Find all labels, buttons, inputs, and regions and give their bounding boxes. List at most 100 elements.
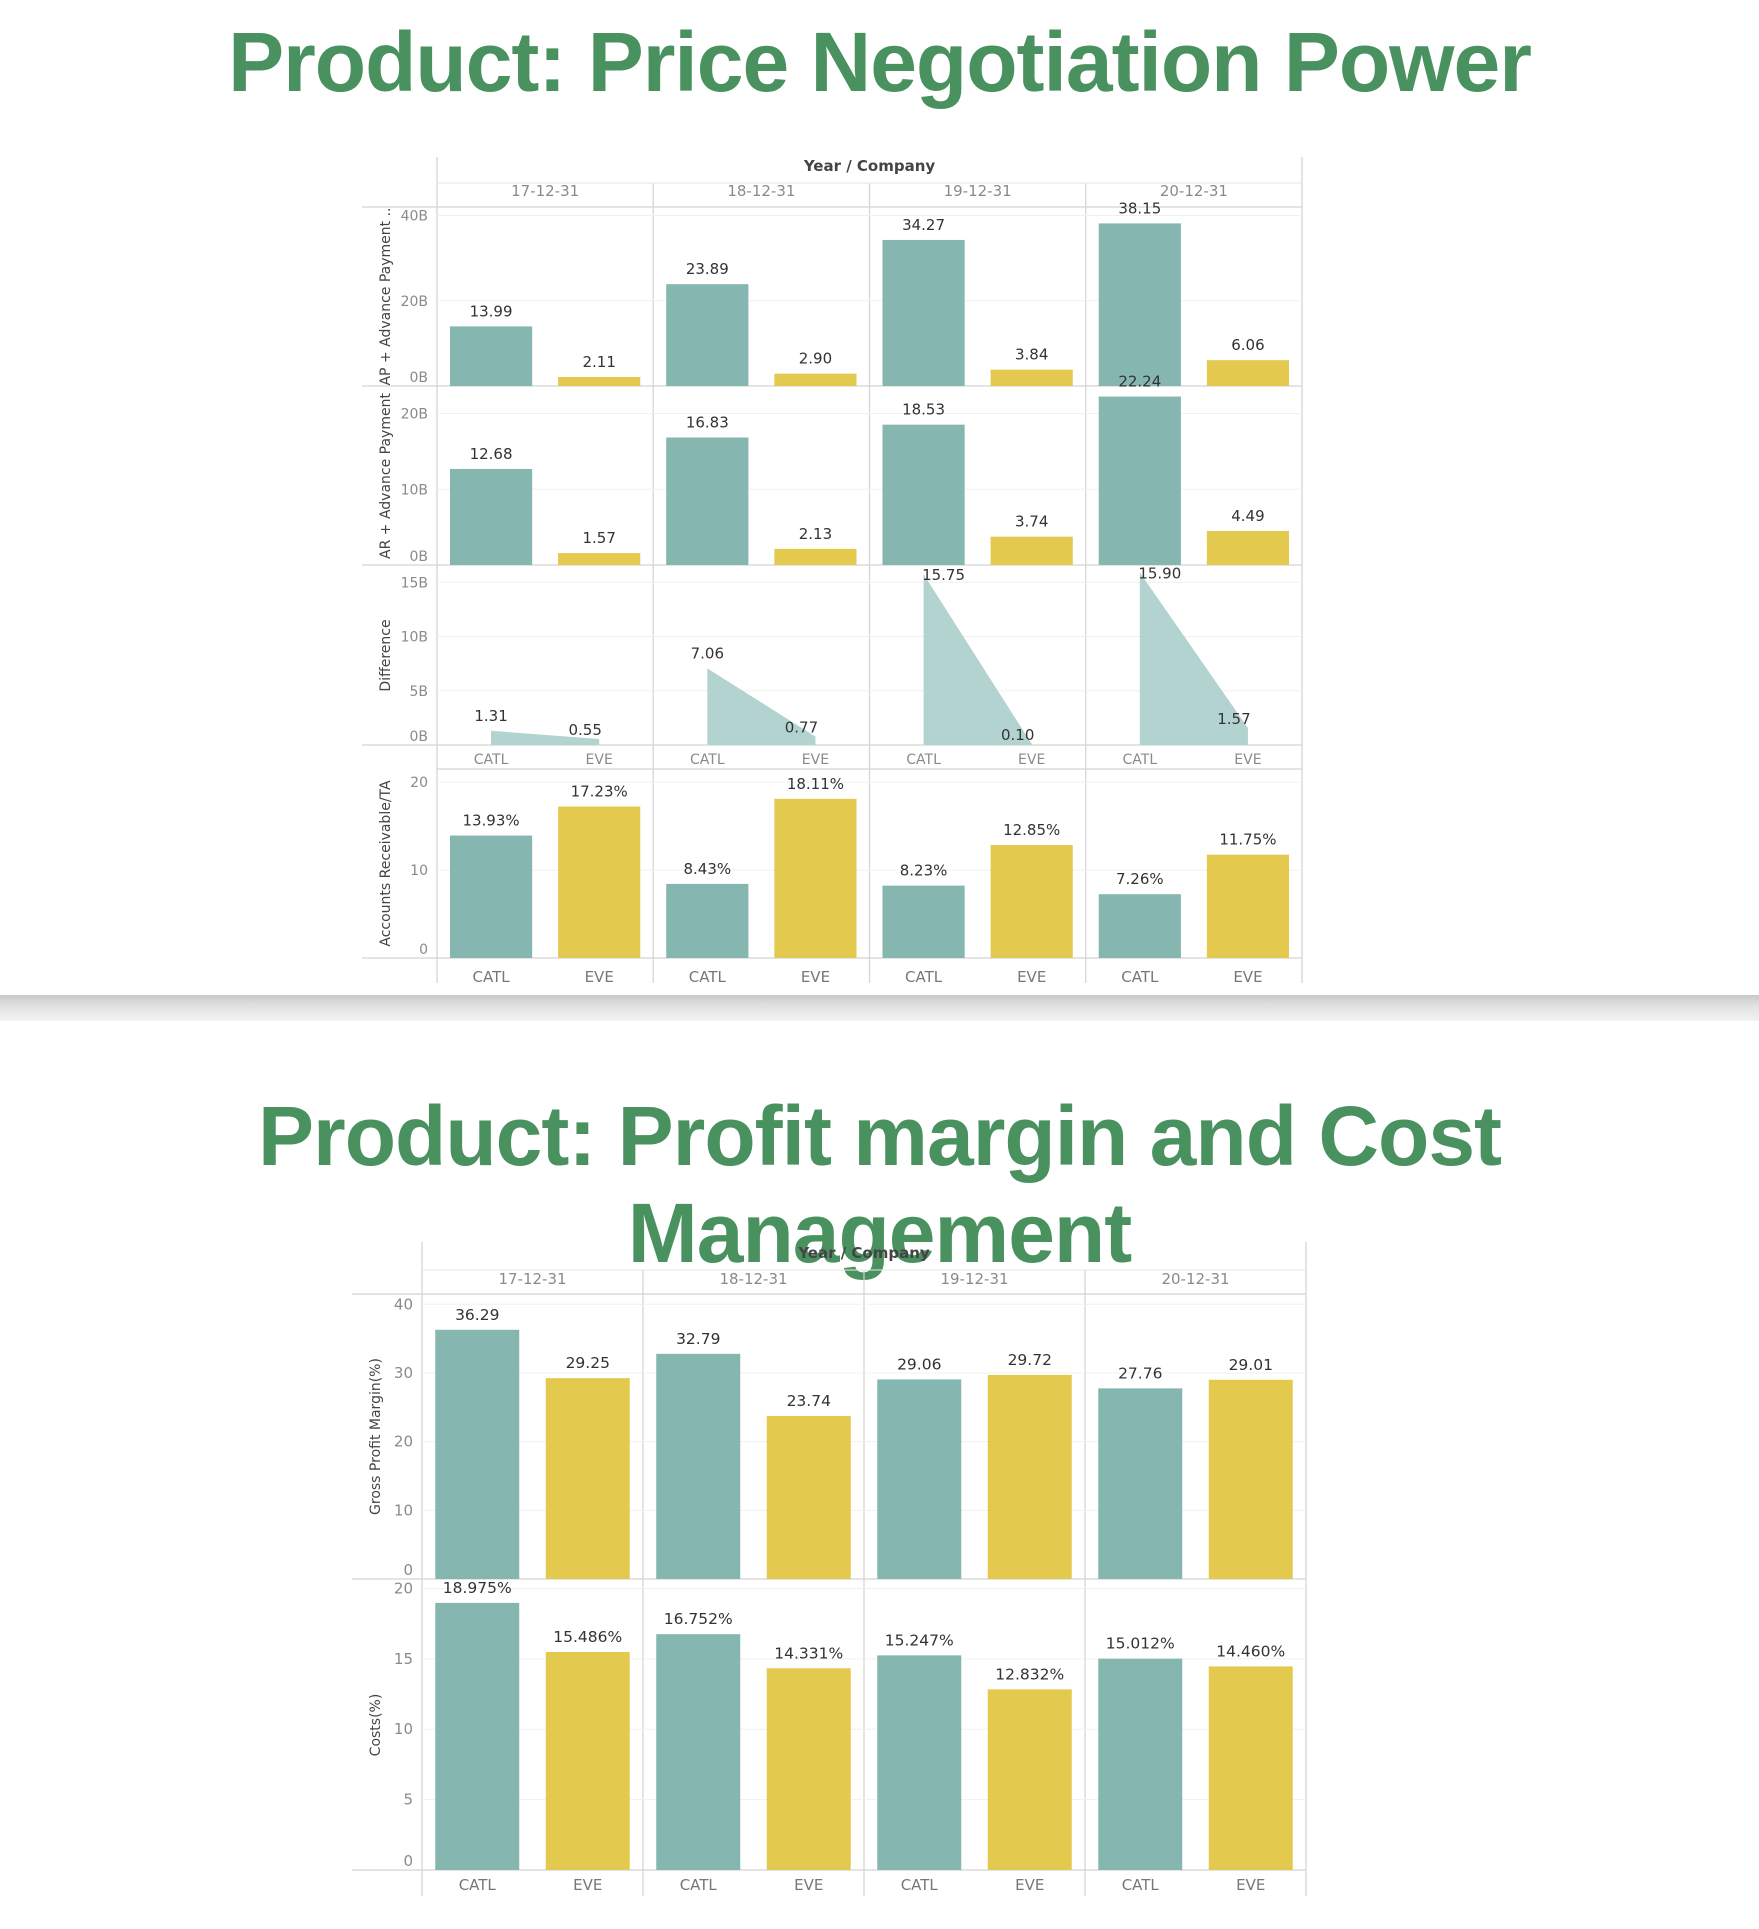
data-label: 38.15 [1118, 199, 1161, 217]
bar-catl [877, 1379, 962, 1579]
data-label: 14.331% [774, 1644, 843, 1662]
section-divider [0, 995, 1759, 1021]
y-tick-label: 0B [409, 729, 428, 745]
company-label: EVE [1236, 1876, 1265, 1894]
data-label: 15.247% [885, 1631, 954, 1649]
bar-catl [666, 437, 749, 565]
bar-catl [1098, 1658, 1183, 1870]
data-label: 22.24 [1118, 373, 1161, 391]
year-label: 19-12-31 [944, 182, 1012, 200]
company-label: EVE [1233, 968, 1262, 986]
data-label: 0.10 [1001, 726, 1034, 744]
bar-catl [449, 468, 533, 565]
data-label: 3.84 [1015, 346, 1048, 364]
bar-eve [558, 553, 641, 565]
bar-eve [990, 536, 1073, 565]
y-axis-label: AP + Advance Payment .. [378, 207, 394, 385]
year-label: 19-12-31 [940, 1270, 1008, 1288]
company-label: EVE [794, 1876, 823, 1894]
company-label: CATL [474, 752, 509, 768]
header-title: Year / Company [803, 157, 936, 175]
difference-area [1139, 572, 1248, 745]
data-label: 15.75 [922, 566, 965, 584]
data-label: 34.27 [902, 216, 945, 234]
page-title-profit-margin: Product: Profit margin and Cost Manageme… [257, 1089, 1502, 1280]
y-tick-label: 20B [401, 407, 428, 423]
data-label: 27.76 [1118, 1364, 1162, 1382]
data-label: 29.72 [1008, 1351, 1052, 1369]
bar-eve [1206, 854, 1290, 958]
y-tick-label: 40 [394, 1295, 413, 1313]
data-label: 11.75% [1219, 831, 1276, 849]
company-label: CATL [901, 1876, 939, 1894]
data-label: 7.06 [691, 644, 724, 662]
company-label: EVE [585, 968, 614, 986]
y-tick-label: 20 [410, 775, 428, 791]
bar-eve [766, 1415, 851, 1579]
bar-catl [666, 284, 749, 386]
bar-eve [990, 369, 1073, 386]
data-label: 4.49 [1231, 507, 1264, 525]
bar-eve [987, 1689, 1072, 1870]
bar-catl [435, 1602, 520, 1870]
data-label: 15.486% [553, 1628, 622, 1646]
y-tick-label: 10B [401, 482, 428, 498]
data-label: 18.53 [902, 401, 945, 419]
y-tick-label: 0 [403, 1852, 413, 1870]
data-label: 1.57 [582, 529, 615, 547]
company-label: EVE [586, 752, 613, 768]
year-label: 20-12-31 [1160, 182, 1228, 200]
bar-catl [1098, 396, 1181, 565]
company-label: CATL [473, 968, 511, 986]
bar-catl [882, 885, 965, 958]
y-tick-label: 0B [409, 549, 428, 565]
data-label: 0.55 [568, 721, 601, 739]
data-label: 13.99 [470, 302, 513, 320]
data-label: 12.85% [1003, 821, 1060, 839]
data-label: 15.90 [1138, 565, 1181, 583]
company-label: EVE [1234, 752, 1261, 768]
data-label: 8.43% [683, 860, 731, 878]
company-label: EVE [802, 752, 829, 768]
company-label: CATL [690, 752, 725, 768]
y-tick-label: 30 [394, 1364, 413, 1382]
bar-eve [1208, 1666, 1293, 1870]
y-axis-label: Accounts Receivable/TA [378, 780, 394, 947]
company-label: CATL [680, 1876, 718, 1894]
bar-eve [990, 845, 1073, 958]
bar-catl [449, 326, 533, 386]
bar-eve [766, 1668, 851, 1870]
y-tick-label: 0B [409, 370, 428, 386]
bar-catl [666, 883, 749, 958]
company-label: EVE [1017, 968, 1046, 986]
bar-eve [987, 1374, 1072, 1579]
y-tick-label: 20 [394, 1433, 413, 1451]
data-label: 6.06 [1231, 336, 1264, 354]
bar-catl [1098, 1388, 1183, 1579]
header-title: Year / Company [797, 1244, 930, 1262]
bar-eve [558, 377, 641, 386]
data-label: 7.26% [1116, 870, 1164, 888]
bar-eve [774, 798, 857, 958]
year-label: 18-12-31 [719, 1270, 787, 1288]
data-label: 16.752% [664, 1610, 733, 1628]
data-label: 23.74 [787, 1392, 831, 1410]
bar-catl [449, 835, 533, 958]
data-label: 29.06 [897, 1355, 941, 1373]
company-label: EVE [573, 1876, 602, 1894]
y-axis-label: Difference [378, 619, 394, 691]
bar-eve [545, 1378, 630, 1579]
data-label: 2.13 [799, 525, 832, 543]
y-tick-label: 5 [403, 1791, 413, 1809]
bar-catl [882, 239, 965, 386]
data-label: 29.01 [1229, 1356, 1273, 1374]
y-tick-label: 10 [410, 863, 428, 879]
bar-eve [558, 806, 641, 958]
bar-eve [1208, 1379, 1293, 1579]
company-label: EVE [801, 968, 830, 986]
data-label: 0.77 [785, 719, 818, 737]
data-label: 18.11% [787, 775, 844, 793]
data-label: 29.25 [566, 1354, 610, 1372]
data-label: 12.68 [470, 445, 513, 463]
price-negotiation-chart: Year / Company 17-12-31 18-12-31 19-12-31 20… [362, 157, 1303, 986]
